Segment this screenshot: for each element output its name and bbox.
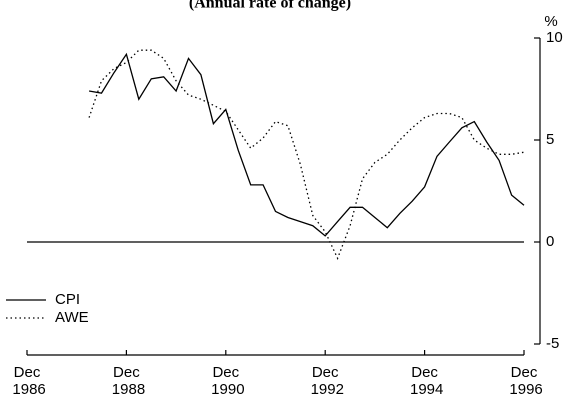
y-unit: % xyxy=(544,13,557,30)
y-tick-label: 5 xyxy=(546,131,554,148)
x-tick-label: Dec 1992 xyxy=(306,364,344,398)
series-line xyxy=(88,49,525,260)
series-line xyxy=(88,52,525,237)
chart-subtitle: (Annual rate of change) xyxy=(189,0,351,12)
y-tick-label: -5 xyxy=(546,335,559,352)
x-tick-label: Dec 1994 xyxy=(406,364,444,398)
x-tick-label: Dec 1988 xyxy=(108,364,146,398)
legend-label: CPI xyxy=(55,291,80,308)
y-tick-label: 10 xyxy=(546,29,563,46)
x-tick-label: Dec 1990 xyxy=(207,364,245,398)
y-tick-label: 0 xyxy=(546,233,554,250)
x-tick-label: Dec 1996 xyxy=(505,364,543,398)
legend-label: AWE xyxy=(55,309,89,326)
x-tick-label: Dec 1986 xyxy=(8,364,46,398)
